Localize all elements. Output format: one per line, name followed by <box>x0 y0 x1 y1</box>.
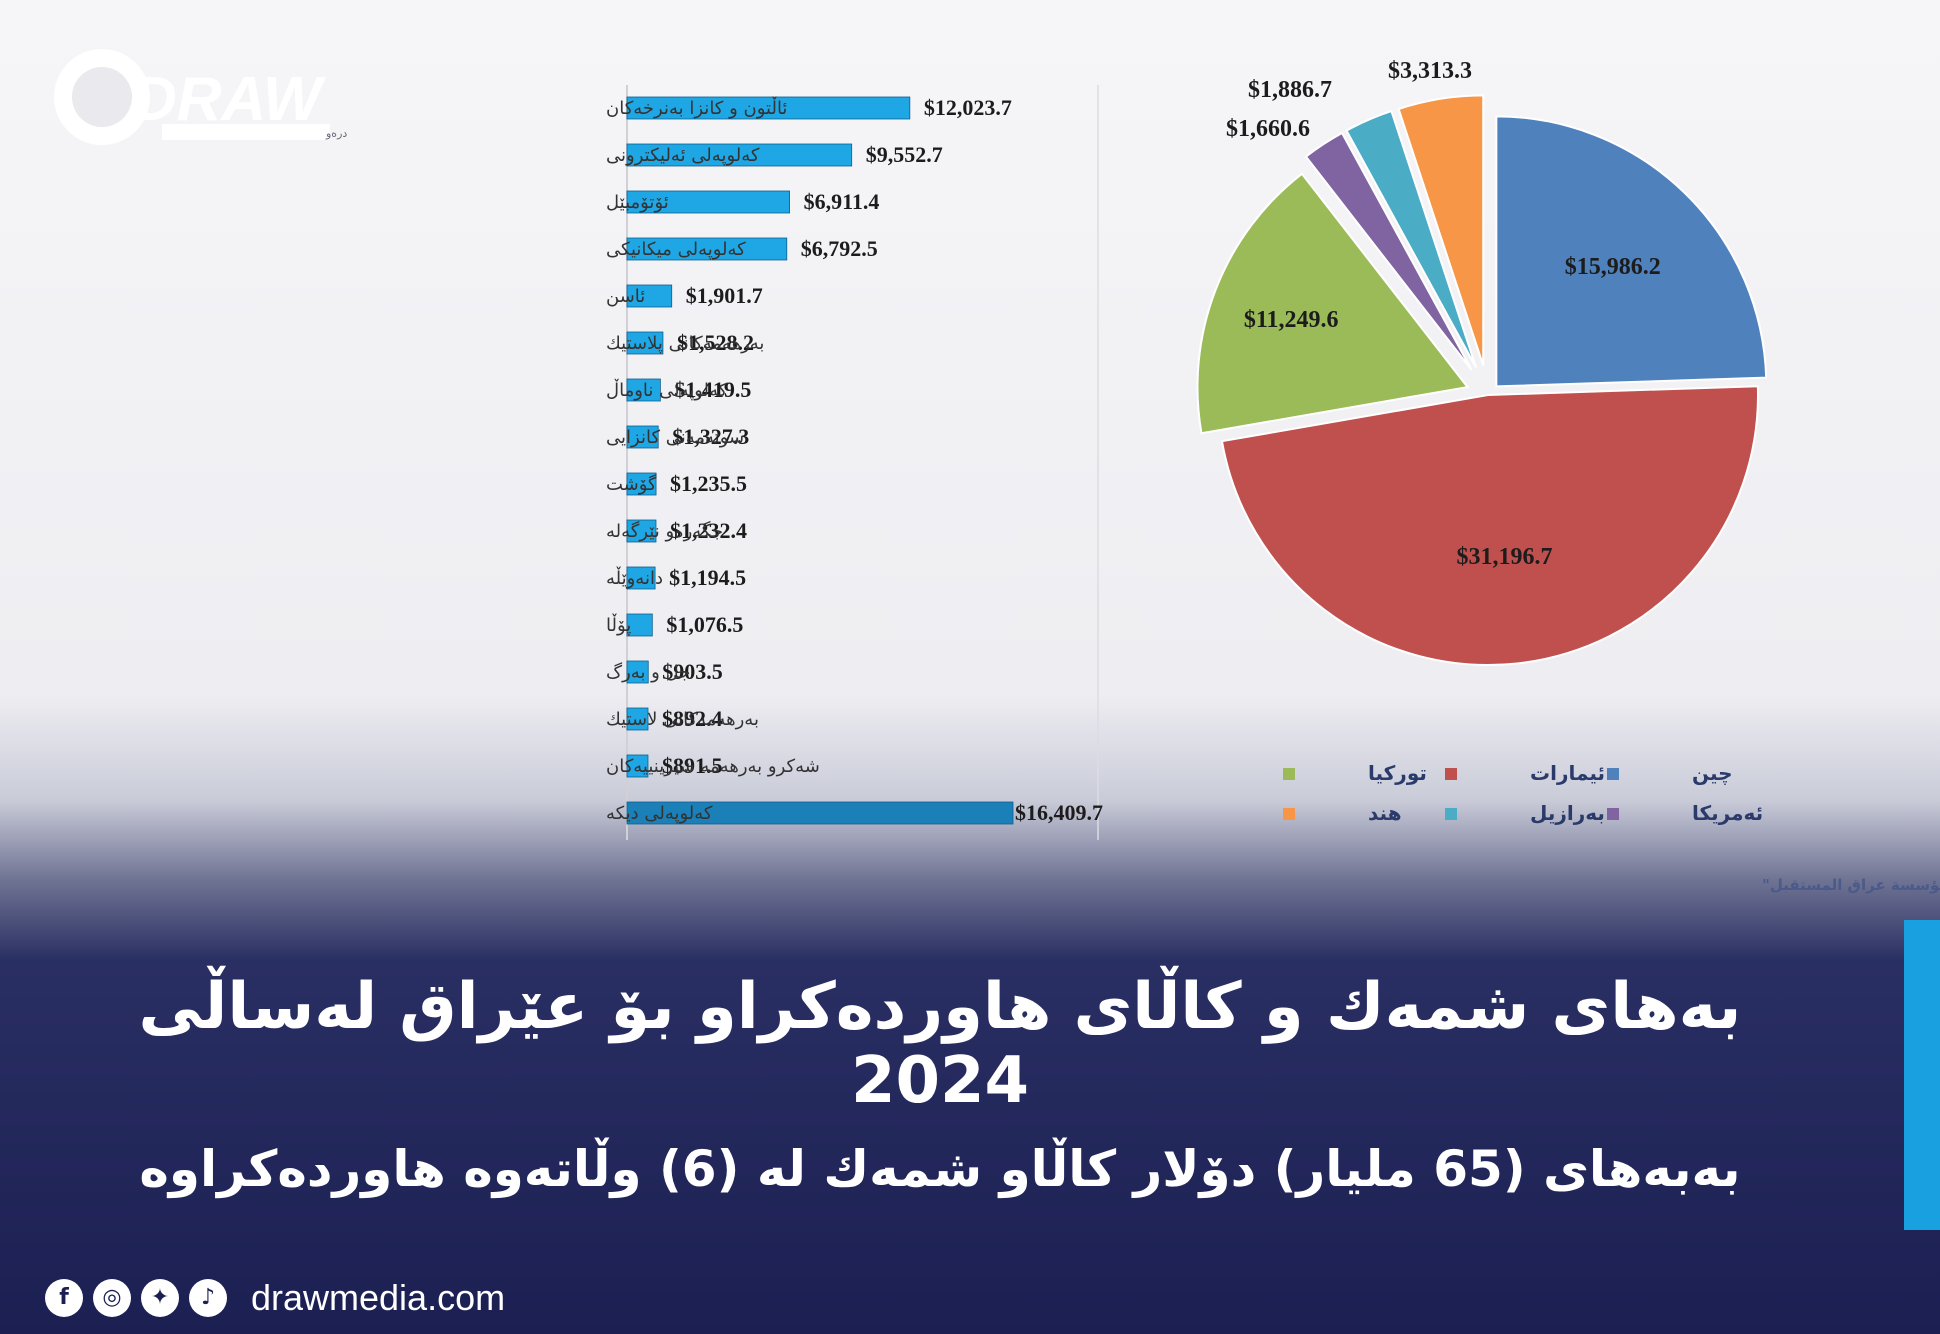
pie-slice-label: $11,249.6 <box>1244 307 1339 333</box>
bar <box>626 613 653 637</box>
bar-value-label: $892.4 <box>662 706 723 731</box>
bar <box>626 660 649 684</box>
bar <box>626 707 649 731</box>
bar-category-label: كەلوپەلی ئەلیكترونی <box>606 145 760 166</box>
bar-category-label: بەرهەمەكانی لاستیك <box>606 709 759 730</box>
bar-value-label: $12,023.7 <box>924 95 1012 120</box>
instagram-icon[interactable]: ◎ <box>93 1278 131 1317</box>
bar-category-label: جل و بەرگ <box>606 662 690 683</box>
bar <box>626 331 664 355</box>
legend-swatch <box>1607 808 1619 820</box>
pie-slice-label: $3,313.3 <box>1388 58 1472 84</box>
legend-label: چین <box>1692 761 1733 786</box>
chart-area: $12,023.7 ئاڵتون و كانزا بەنرخەكان $9,552.… <box>606 58 1940 895</box>
bar-category-label: ئۆتۆمبێل <box>606 192 669 213</box>
legend-swatch <box>1607 768 1619 780</box>
tiktok-icon[interactable]: ♪ <box>189 1278 227 1317</box>
website-link[interactable]: drawmedia.com <box>251 1276 506 1318</box>
bar <box>626 237 788 261</box>
footer: f ◎ ✦ ♪ drawmedia.com <box>45 1275 505 1320</box>
pie-slice <box>1196 172 1470 435</box>
bar-value-label: $9,552.7 <box>866 142 943 167</box>
headline: بەهای شمەك و كاڵای هاوردەكراو بۆ عێراق ل… <box>138 970 1742 1118</box>
bar-category-label: گۆشت <box>606 473 657 495</box>
bar-value-label: $1,528.2 <box>677 330 754 355</box>
bar-category-label: شەكرو بەرهەمە شیرینییەكان <box>606 756 820 777</box>
accent-bar <box>1904 920 1940 1230</box>
legend-label: هند <box>1368 801 1402 825</box>
legend-swatch <box>1283 808 1295 820</box>
bar-value-label: $6,911.4 <box>804 189 880 214</box>
bar-category-label: جگەرەو نێرگەلە <box>606 520 723 542</box>
pie-slice-label: $1,886.7 <box>1248 77 1332 103</box>
bar-value-label: $6,792.5 <box>801 236 878 261</box>
pie-slice <box>1220 385 1759 667</box>
pie-slice <box>1495 115 1768 388</box>
pie-slice <box>1397 94 1485 366</box>
bar-category-label: پۆڵا <box>606 613 631 636</box>
pie-slice <box>1345 109 1478 368</box>
chart-source: سەرچاوە: المهندس منار العبيدي، المدير ال… <box>1762 876 1940 895</box>
facebook-icon[interactable]: f <box>45 1278 83 1317</box>
bar <box>626 519 657 543</box>
draw-logo: DRAW دامەزراوەی میدیایی درەو <box>50 42 441 152</box>
pie-slice <box>1304 131 1473 371</box>
bar-value-label: $1,419.5 <box>674 377 751 402</box>
bar-value-label: $1,194.5 <box>669 565 746 590</box>
bar <box>626 190 790 214</box>
pie-chart: $15,986.2 $31,196.7 $11,249.6 $1,660.6 $1,88… <box>1196 58 1768 667</box>
bar <box>626 284 673 308</box>
pie-legend: چین ئیمارات توركیا ئەمریكا بەرازیل هند <box>1283 761 1763 825</box>
bar-category-label: دانەوێڵە <box>606 566 663 589</box>
bar-value-label: $891.5 <box>662 753 723 778</box>
bar <box>626 425 659 449</box>
legend-label: توركیا <box>1368 761 1427 785</box>
logo-text: DRAW <box>132 65 326 134</box>
bar-category-label: بەرهەمەكانی پلاستیك <box>606 333 764 354</box>
pie-slice-label: $31,196.7 <box>1457 544 1553 570</box>
legend-swatch <box>1283 768 1295 780</box>
bar <box>626 472 657 496</box>
pie-slice-label: $1,660.6 <box>1226 116 1310 142</box>
bar-category-label: كەلوپەلی ناوماڵ <box>606 378 728 401</box>
bar <box>626 378 661 402</box>
legend-swatch <box>1445 808 1457 820</box>
pie-slice-label: $15,986.2 <box>1565 254 1661 280</box>
bar-category-label: كەلوپەلی دیكە <box>606 803 713 824</box>
bar-value-label: $1,901.7 <box>686 283 763 308</box>
logo-tagline: دامەزراوەی میدیایی درەو <box>325 127 350 140</box>
bar-value-label: $1,232.4 <box>670 518 747 543</box>
twitter-icon[interactable]: ✦ <box>141 1278 179 1317</box>
bar-category-label: ئاسن <box>606 286 645 307</box>
legend-label: ئەمریكا <box>1692 801 1763 825</box>
bar-value-label: $1,235.5 <box>670 471 747 496</box>
bar <box>626 801 1014 825</box>
subheadline: بەبەهای (65 ملیار) دۆلار كاڵاو شمەك لە (… <box>139 1140 1741 1198</box>
bar <box>626 754 649 778</box>
bar <box>626 96 911 120</box>
legend-label: بەرازیل <box>1530 801 1605 825</box>
bar-series: $12,023.7 ئاڵتون و كانزا بەنرخەكان $9,552.… <box>606 95 1103 825</box>
bar-value-label: $1,076.5 <box>666 612 743 637</box>
bar-category-label: ئاڵتون و كانزا بەنرخەكان <box>606 96 787 119</box>
legend-label: ئیمارات <box>1530 761 1605 785</box>
bar-value-label: $16,409.7 <box>1015 800 1103 825</box>
bar-value-label: $1,327.3 <box>672 424 749 449</box>
bar-value-label: $903.5 <box>662 659 723 684</box>
bar-category-label: كەلوپەلی میكانیكی <box>606 239 746 260</box>
bar-category-label: سوتەمەنی كانزایی <box>606 427 744 448</box>
bar <box>626 566 656 590</box>
legend-swatch <box>1445 768 1457 780</box>
bar <box>626 143 853 167</box>
